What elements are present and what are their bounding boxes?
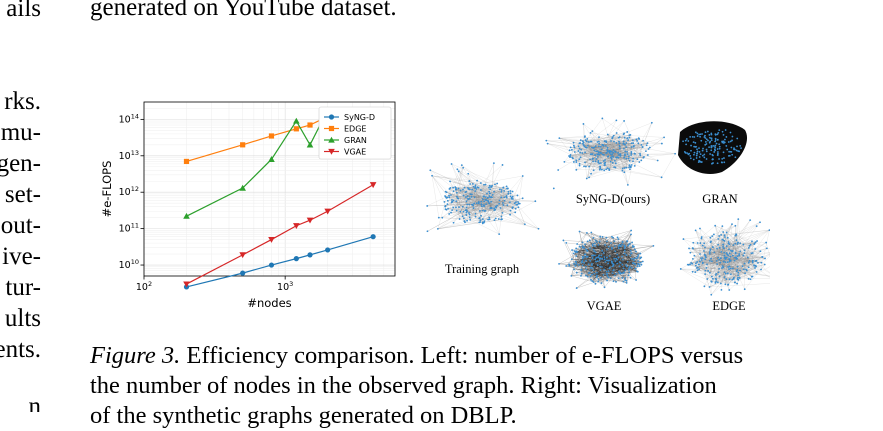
syngd-graph-label: SyNG-D(ours) bbox=[576, 192, 650, 207]
caption-line-2: the number of nodes in the observed grap… bbox=[90, 371, 880, 401]
data-point-edge bbox=[307, 122, 312, 127]
y-tick-label: 1010 bbox=[119, 258, 139, 271]
data-point-syng-d bbox=[294, 256, 299, 261]
data-point-edge bbox=[240, 142, 245, 147]
vgae-graph bbox=[558, 230, 654, 289]
data-point-vgae bbox=[324, 209, 331, 215]
legend-label-vgae: VGAE bbox=[344, 148, 366, 157]
data-point-syng-d bbox=[371, 234, 376, 239]
left-fragment: set- bbox=[5, 180, 41, 210]
x-tick-label: 102 bbox=[136, 280, 152, 293]
left-fragment: n bbox=[29, 392, 42, 412]
data-point-gran bbox=[307, 142, 314, 148]
data-point-syng-d bbox=[269, 262, 274, 267]
training-graph-label: Training graph bbox=[445, 262, 519, 277]
left-fragment: ive- bbox=[2, 242, 41, 272]
data-point-vgae bbox=[293, 223, 300, 229]
y-tick-label: 1013 bbox=[119, 149, 139, 162]
data-point-gran bbox=[183, 213, 190, 219]
figure-caption: Figure 3. Efficiency comparison. Left: n… bbox=[90, 341, 880, 431]
body-text-top-line: generated on YouTube dataset. bbox=[90, 0, 397, 23]
legend-marker-syng-d bbox=[329, 114, 334, 119]
legend-marker-edge bbox=[329, 126, 334, 131]
data-point-gran bbox=[268, 156, 275, 162]
efficiency-chart: 102 103 1010 1011 1012 1013 1014 #nodes #e-FLOPS… bbox=[100, 98, 400, 316]
left-fragment: out- bbox=[1, 211, 41, 241]
data-point-gran bbox=[293, 118, 300, 124]
x-axis-label: #nodes bbox=[247, 296, 291, 310]
data-point-syng-d bbox=[307, 252, 312, 257]
left-fragment: mu- bbox=[1, 118, 41, 148]
data-point-edge bbox=[184, 159, 189, 164]
y-tick-label: 1014 bbox=[119, 112, 139, 125]
y-tick-label: 1012 bbox=[119, 185, 139, 198]
data-point-vgae bbox=[239, 252, 246, 258]
data-point-vgae bbox=[370, 182, 377, 188]
data-point-edge bbox=[294, 126, 299, 131]
data-point-syng-d bbox=[240, 271, 245, 276]
edge-graph bbox=[680, 218, 770, 295]
caption-line-3: of the synthetic graphs generated on DBL… bbox=[90, 401, 880, 431]
y-axis-label: #e-FLOPS bbox=[100, 161, 114, 218]
left-fragment: gen- bbox=[0, 149, 41, 179]
data-point-vgae bbox=[268, 237, 275, 243]
caption-line-1: Efficiency comparison. Left: number of e… bbox=[186, 342, 743, 369]
legend-label-gran: GRAN bbox=[344, 136, 367, 145]
data-point-edge bbox=[269, 133, 274, 138]
edge-graph-label: EDGE bbox=[712, 299, 745, 314]
vgae-graph-label: VGAE bbox=[587, 299, 622, 314]
x-tick-label: 103 bbox=[277, 280, 293, 293]
left-fragment: ults bbox=[5, 304, 41, 334]
training-graph bbox=[426, 162, 554, 235]
left-fragment: ents. bbox=[0, 335, 41, 365]
y-tick-label: 1011 bbox=[119, 222, 139, 235]
left-fragment: ails bbox=[6, 0, 41, 24]
left-column-fragments: ails rks. mu- gen- set- out- ive- tur- u… bbox=[0, 0, 42, 412]
legend-label-edge: EDGE bbox=[344, 125, 366, 134]
data-point-syng-d bbox=[325, 247, 330, 252]
legend-label-syng-d: SyNG-D bbox=[344, 113, 375, 122]
series-line-syng-d bbox=[186, 237, 373, 287]
caption-label: Figure 3. bbox=[90, 342, 180, 369]
left-fragment: tur- bbox=[5, 273, 41, 303]
left-fragment: rks. bbox=[4, 87, 41, 117]
syngd-graph bbox=[545, 118, 676, 186]
gran-graph-label: GRAN bbox=[702, 192, 737, 207]
